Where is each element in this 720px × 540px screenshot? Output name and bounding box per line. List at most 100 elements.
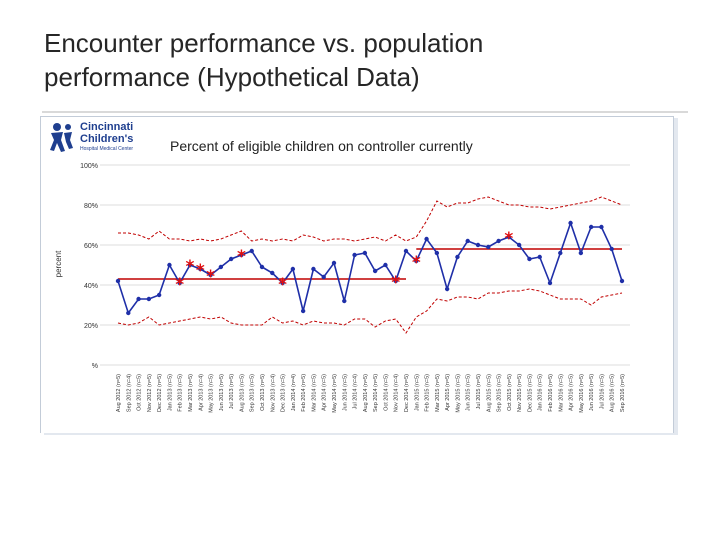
x-tick-label: Oct 2012 (n=5) [137, 374, 143, 411]
x-tick-label: Apr 2016 (n=5) [569, 374, 575, 411]
data-point [280, 280, 285, 286]
data-point [331, 260, 337, 266]
x-tick-label: Dec 2013 (n=5) [281, 374, 287, 412]
data-point [455, 254, 460, 260]
x-tick-label: Sep 2016 (n=5) [620, 374, 626, 412]
y-tick-label: 100% [80, 163, 98, 170]
chart-panel [40, 116, 674, 433]
data-point [342, 298, 347, 304]
special-cause-star: * [412, 253, 421, 273]
data-point [393, 278, 398, 284]
x-tick-label: Dec 2012 (n=5) [157, 374, 163, 412]
center-lines [118, 248, 622, 280]
x-tick-label: Aug 2016 (n=5) [610, 374, 616, 412]
x-tick-label: Jun 2015 (n=5) [466, 374, 472, 411]
data-point [259, 264, 265, 270]
data-point [496, 238, 501, 244]
data-point [146, 296, 152, 302]
data-point [444, 286, 450, 292]
x-tick-label: Jan 2014 (n=4) [291, 374, 297, 411]
upper-control-limit [118, 196, 623, 242]
x-tick-label: Aug 2013 (n=5) [239, 374, 245, 412]
x-tick-label: Jan 2013 (n=5) [167, 374, 173, 411]
x-tick-label: Nov 2013 (n=4) [270, 374, 276, 412]
special-cause-markers: ** * *** *** [175, 229, 513, 295]
x-tick-label: Aug 2012 (n=5) [116, 374, 122, 412]
data-point [208, 272, 213, 278]
data-point [537, 254, 542, 260]
x-tick-label: Apr 2015 (n=5) [445, 374, 451, 411]
x-tick-label: Jan 2015 (n=5) [414, 374, 420, 411]
x-tick-label: Sep 2013 (n=5) [250, 374, 256, 412]
logo-line-1: Cincinnati [80, 121, 133, 133]
hospital-logo: Cincinnati Children's Hospital Medical C… [50, 121, 133, 152]
data-point [321, 274, 326, 280]
data-point [352, 252, 357, 258]
data-point [609, 246, 614, 252]
data-point [475, 242, 481, 248]
data-point [362, 250, 368, 256]
data-point [424, 236, 429, 242]
data-point [568, 220, 573, 226]
data-point [239, 252, 244, 258]
x-tick-label: Aug 2015 (n=5) [486, 374, 492, 412]
slide-title-line-1: Encounter performance vs. population [44, 28, 484, 58]
y-tick-label: 40% [84, 283, 98, 290]
data-point [558, 250, 563, 256]
data-point [578, 250, 584, 256]
x-tick-label: Feb 2016 (n=5) [548, 374, 554, 412]
x-tick-label: Nov 2015 (n=5) [517, 374, 523, 412]
data-point [383, 262, 388, 268]
title-divider [42, 111, 688, 113]
x-tick-label: Aug 2014 (n=5) [363, 374, 369, 412]
x-tick-label: Oct 2014 (n=5) [383, 374, 389, 411]
x-tick-label: Feb 2014 (n=5) [301, 374, 307, 412]
x-tick-label: Oct 2015 (n=5) [507, 374, 513, 411]
special-cause-star: * [391, 273, 400, 293]
data-point [156, 292, 162, 298]
chart-title: Percent of eligible children on controll… [170, 138, 473, 154]
data-point [414, 258, 419, 264]
data-point [619, 278, 625, 284]
y-axis-label: percent [54, 250, 63, 277]
special-cause-star: * [186, 257, 195, 277]
x-tick-label: Nov 2014 (n=4) [394, 374, 400, 412]
data-point [403, 248, 409, 254]
data-point [177, 280, 182, 286]
x-tick-label: Jul 2014 (n=4) [353, 374, 359, 409]
y-tick-label: 80% [84, 203, 98, 210]
data-point [599, 224, 604, 230]
x-tick-labels: Aug 2012 (n=5) Sep 2012 (n=4) Oct 2012 (n=… [116, 374, 626, 413]
y-tick-label: % [92, 363, 98, 370]
x-tick-label: Jun 2016 (n=5) [589, 374, 595, 411]
x-tick-label: Jan 2016 (n=5) [538, 374, 544, 411]
data-point [270, 270, 275, 276]
x-tick-label: Jul 2016 (n=5) [599, 374, 605, 409]
x-tick-label: Oct 2013 (n=5) [260, 374, 266, 411]
data-point [516, 242, 522, 248]
data-point [434, 250, 440, 256]
x-tick-label: Feb 2013 (n=5) [178, 374, 184, 412]
data-point [506, 234, 512, 240]
special-cause-star: * [196, 261, 205, 281]
data-point [311, 266, 316, 272]
x-tick-label: Apr 2014 (n=5) [322, 374, 328, 411]
x-tick-label: Mar 2014 (n=5) [311, 374, 317, 412]
data-point [486, 244, 491, 250]
x-tick-label: Jun 2014 (n=5) [342, 374, 348, 411]
x-tick-label: Sep 2012 (n=4) [126, 374, 132, 412]
control-limits [117, 196, 623, 334]
data-point [228, 256, 234, 262]
y-tick-labels: % 20% 40% 60% 80% 100% [80, 163, 98, 370]
x-tick-label: May 2016 (n=5) [579, 374, 585, 413]
special-cause-star: * [175, 275, 184, 295]
data-point [372, 268, 378, 274]
y-tick-label: 60% [84, 243, 98, 250]
y-tick-label: 20% [84, 323, 98, 330]
x-tick-label: Feb 2015 (n=5) [425, 374, 431, 412]
lower-control-limit [117, 288, 623, 334]
x-tick-label: Dec 2015 (n=5) [527, 374, 533, 412]
x-tick-label: May 2015 (n=5) [455, 374, 461, 413]
x-tick-label: Nov 2012 (n=5) [147, 374, 153, 412]
